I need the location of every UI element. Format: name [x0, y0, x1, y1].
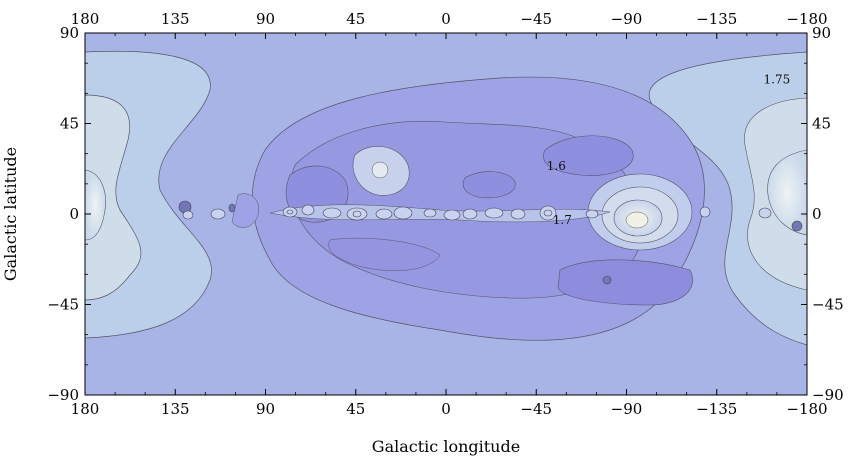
x-tick-label-top: −90 [611, 10, 643, 28]
y-tick-labels-right: 90 45 0 −45 −90 [812, 24, 844, 404]
y-tick-label: 0 [69, 205, 79, 223]
axis-ticks [84, 32, 808, 396]
x-tick-labels-top: 180 135 90 45 0 −45 −90 −135 −180 [71, 10, 828, 28]
x-tick-label-top: 0 [441, 10, 451, 28]
x-tick-labels-bottom: 180 135 90 45 0 −45 −90 −135 −180 [71, 400, 828, 418]
x-tick-label: 135 [161, 400, 190, 418]
y-tick-label: 90 [60, 24, 79, 42]
x-tick-label-top: 90 [256, 10, 275, 28]
y-tick-label-right: 0 [812, 205, 822, 223]
y-axis-title: Galactic latitude [1, 147, 20, 281]
contour-label: 1.6 [547, 159, 566, 173]
x-tick-label: −90 [611, 400, 643, 418]
contour-labels: 1.75 1.6 1.7 [547, 72, 791, 227]
x-tick-label: 90 [256, 400, 275, 418]
x-tick-label-top: −180 [786, 10, 827, 28]
x-tick-label-top: −45 [520, 10, 552, 28]
x-tick-label: 180 [71, 400, 100, 418]
x-tick-label-top: 180 [71, 10, 100, 28]
x-tick-label: −180 [786, 400, 827, 418]
contour-label: 1.7 [553, 213, 572, 227]
y-tick-label-right: 45 [812, 115, 831, 133]
x-tick-label-top: 135 [161, 10, 190, 28]
y-tick-label-right: −45 [812, 296, 844, 314]
x-tick-label-top: 45 [346, 10, 365, 28]
y-tick-label-right: 90 [812, 24, 831, 42]
x-tick-label: 0 [441, 400, 451, 418]
y-tick-label: −90 [47, 386, 79, 404]
plane-sources [178, 200, 803, 285]
y-tick-label: 45 [60, 115, 79, 133]
x-tick-label: −135 [696, 400, 737, 418]
x-tick-label: 45 [346, 400, 365, 418]
contour-label: 1.75 [764, 72, 791, 86]
y-tick-label-right: −90 [812, 386, 844, 404]
y-tick-label: −45 [47, 296, 79, 314]
y-tick-labels-left: 90 45 0 −45 −90 [47, 24, 79, 404]
contour-fill [85, 33, 807, 395]
x-tick-label: −45 [520, 400, 552, 418]
x-tick-label-top: −135 [696, 10, 737, 28]
x-axis-title: Galactic longitude [372, 437, 520, 456]
